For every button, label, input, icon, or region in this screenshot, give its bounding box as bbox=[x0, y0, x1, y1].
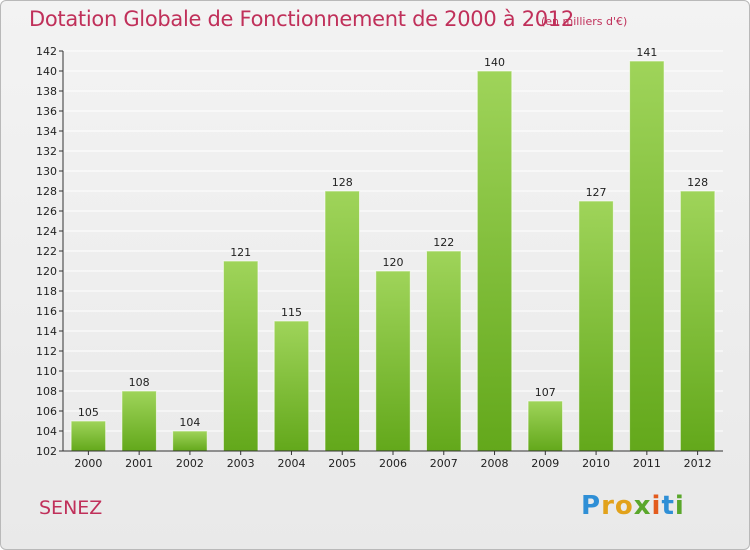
y-tick-label: 124 bbox=[36, 225, 57, 238]
logo-letter: o bbox=[614, 491, 634, 521]
logo-letter: i bbox=[651, 491, 662, 521]
value-label-2010: 127 bbox=[586, 186, 607, 199]
logo-letter: r bbox=[601, 491, 615, 521]
value-label-2009: 107 bbox=[535, 386, 556, 399]
y-tick-label: 116 bbox=[36, 305, 57, 318]
y-tick-label: 140 bbox=[36, 65, 57, 78]
bar-2000 bbox=[71, 421, 106, 451]
y-tick-label: 110 bbox=[36, 365, 57, 378]
bar-2008 bbox=[477, 71, 512, 451]
chart-title: Dotation Globale de Fonctionnement de 20… bbox=[29, 7, 574, 31]
logo-letter: t bbox=[661, 491, 675, 521]
y-tick-label: 102 bbox=[36, 445, 57, 458]
y-tick-label: 138 bbox=[36, 85, 57, 98]
bar-2002 bbox=[172, 431, 208, 451]
bar-2012 bbox=[680, 191, 715, 451]
y-tick-label: 122 bbox=[36, 245, 57, 258]
value-label-2006: 120 bbox=[383, 256, 404, 269]
y-tick-label: 118 bbox=[36, 285, 57, 298]
x-tick-label-2009: 2009 bbox=[531, 457, 559, 470]
value-label-2008: 140 bbox=[484, 56, 505, 69]
bar-2003 bbox=[223, 261, 258, 451]
bar-2006 bbox=[375, 271, 411, 451]
y-tick-label: 126 bbox=[36, 205, 57, 218]
y-tick-label: 114 bbox=[36, 325, 57, 338]
chart-subtitle: (en milliers d'€) bbox=[541, 15, 628, 28]
value-label-2002: 104 bbox=[179, 416, 200, 429]
value-label-2001: 108 bbox=[129, 376, 150, 389]
bar-2007 bbox=[426, 251, 462, 451]
y-tick-label: 130 bbox=[36, 165, 57, 178]
commune-name: SENEZ bbox=[39, 497, 103, 519]
value-label-2005: 128 bbox=[332, 176, 353, 189]
bar-2005 bbox=[324, 191, 360, 451]
x-tick-label-2000: 2000 bbox=[74, 457, 102, 470]
x-tick-label-2004: 2004 bbox=[277, 457, 305, 470]
y-tick-label: 128 bbox=[36, 185, 57, 198]
y-tick-label: 106 bbox=[36, 405, 57, 418]
value-label-2012: 128 bbox=[687, 176, 708, 189]
y-tick-label: 136 bbox=[36, 105, 57, 118]
bar-2010 bbox=[578, 201, 614, 451]
bars bbox=[70, 60, 716, 452]
logo-letter: i bbox=[674, 491, 685, 521]
x-tick-label-2012: 2012 bbox=[684, 457, 712, 470]
value-label-2000: 105 bbox=[78, 406, 99, 419]
x-tick-label-2002: 2002 bbox=[176, 457, 204, 470]
bar-2011 bbox=[629, 61, 665, 451]
x-tick-label-2011: 2011 bbox=[633, 457, 661, 470]
axes: 102 104 106 108 110 112 114 116 118 120 122 124 126 1… bbox=[36, 45, 723, 470]
x-tick-label-2001: 2001 bbox=[125, 457, 153, 470]
value-label-2011: 141 bbox=[636, 46, 657, 59]
y-tick-label: 132 bbox=[36, 145, 57, 158]
value-label-2003: 121 bbox=[230, 246, 251, 259]
logo-letter: x bbox=[633, 491, 652, 521]
y-tick-label: 120 bbox=[36, 265, 57, 278]
y-tick-label: 112 bbox=[36, 345, 57, 358]
value-labels: 105 108 104 121 115 128 120 122 140 107 127 141 128 bbox=[78, 46, 708, 429]
bar-2004 bbox=[274, 321, 309, 451]
logo-letter: P bbox=[581, 491, 602, 521]
x-tick-label-2010: 2010 bbox=[582, 457, 610, 470]
x-tick-label-2007: 2007 bbox=[430, 457, 458, 470]
bar-2009 bbox=[528, 401, 563, 451]
bar-2001 bbox=[121, 391, 157, 451]
value-label-2004: 115 bbox=[281, 306, 302, 319]
y-tick-label: 104 bbox=[36, 425, 57, 438]
y-tick-label: 108 bbox=[36, 385, 57, 398]
value-label-2007: 122 bbox=[433, 236, 454, 249]
x-tick-label-2006: 2006 bbox=[379, 457, 407, 470]
y-tick-label: 142 bbox=[36, 45, 57, 58]
x-tick-label-2008: 2008 bbox=[481, 457, 509, 470]
proxiti-logo: Proxiti bbox=[581, 491, 685, 521]
y-tick-label: 134 bbox=[36, 125, 57, 138]
x-tick-label-2003: 2003 bbox=[227, 457, 255, 470]
x-tick-label-2005: 2005 bbox=[328, 457, 356, 470]
